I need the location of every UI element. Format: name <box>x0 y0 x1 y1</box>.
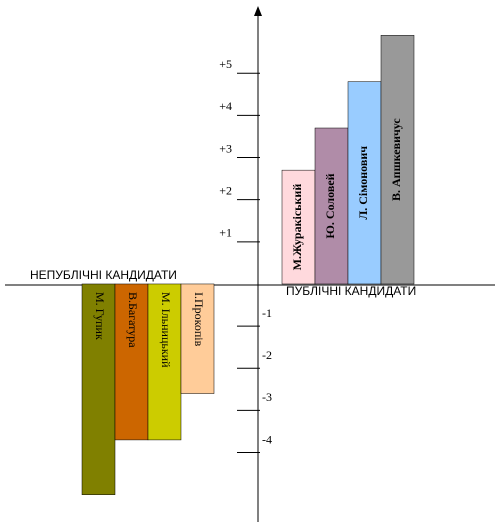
bar-label: Л. Сімонович <box>356 146 370 220</box>
bar <box>114 283 149 441</box>
y-tick-label: +3 <box>219 141 232 155</box>
bar <box>347 81 382 285</box>
axis-arrow <box>254 6 262 16</box>
bar <box>147 283 182 441</box>
bar <box>81 283 116 495</box>
x-axis-label-right: ПУБЛІЧНІ КАНДИДАТИ <box>286 284 416 298</box>
y-tick-label: -2 <box>262 348 272 362</box>
bar-label: Ю. Соловей <box>323 173 337 238</box>
y-tick-label: -3 <box>262 390 272 404</box>
bar-label: В. Апшкевичус <box>389 118 403 201</box>
y-tick-label: +5 <box>219 57 232 71</box>
bar <box>380 35 415 285</box>
bar-label: В.Багатура <box>126 292 140 348</box>
bar-label: М. Гупик <box>93 292 107 340</box>
y-tick-label: -1 <box>262 306 272 320</box>
y-tick-label: +1 <box>219 226 232 240</box>
bar-label: І.Прокопів <box>192 292 206 347</box>
bar <box>180 283 215 394</box>
y-tick-label: -4 <box>262 432 272 446</box>
bar-label: М. Ільницький <box>159 292 173 368</box>
y-tick-label: +2 <box>219 183 232 197</box>
bar <box>314 127 349 285</box>
x-axis-label-left: НЕПУБЛІЧНІ КАНДИДАТИ <box>30 268 177 282</box>
bar <box>281 169 316 285</box>
bar-label: М.Журакіський <box>290 184 304 271</box>
y-tick-label: +4 <box>219 99 232 113</box>
